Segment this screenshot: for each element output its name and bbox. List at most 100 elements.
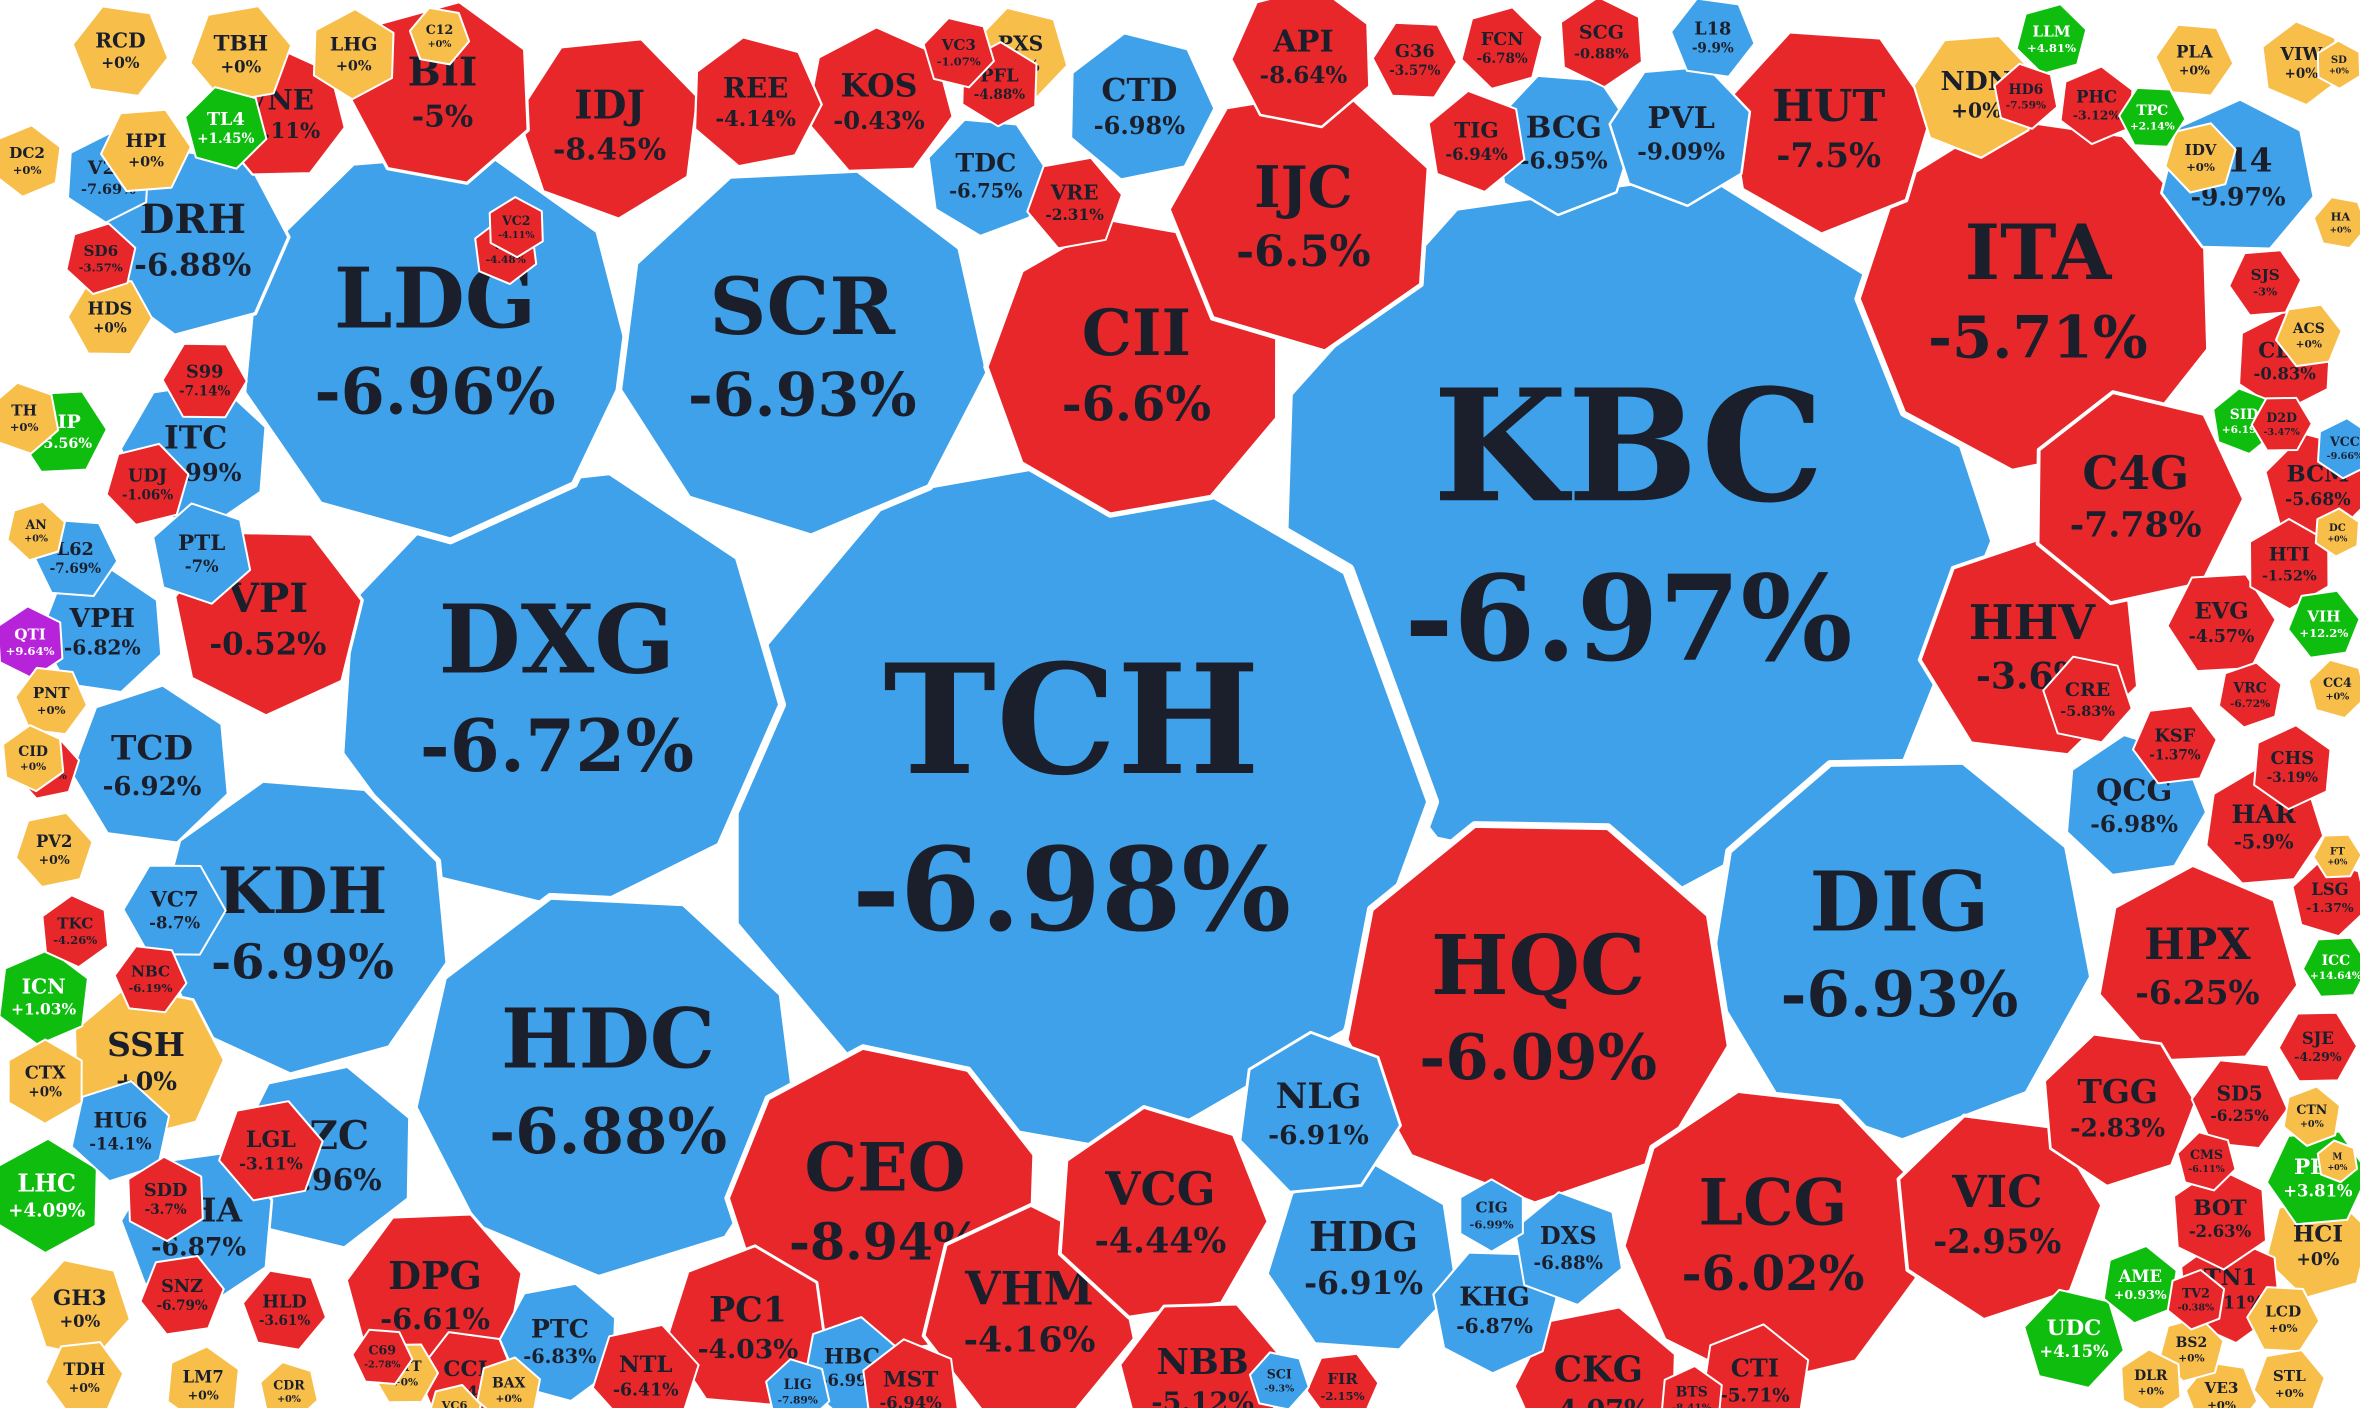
cell-ijc[interactable]: IJC-6.5%: [1165, 86, 1432, 355]
cell-kbc[interactable]: KBC-6.97%: [1271, 162, 2004, 901]
cell-ctx[interactable]: CTX+0%: [7, 1038, 83, 1125]
cell-m[interactable]: M+0%: [2316, 1139, 2359, 1184]
cell-cdr[interactable]: CDR +0%: [259, 1361, 319, 1408]
cell-c12[interactable]: C12+0%: [408, 6, 471, 66]
cell-hqc[interactable]: HQC-6.09%: [1341, 821, 1734, 1209]
cell-tkc[interactable]: TKC-4.26%: [41, 894, 110, 969]
cell-bts[interactable]: BTS-8.41%: [1661, 1365, 1723, 1408]
cell-cms[interactable]: CMS -6.11%: [2176, 1131, 2237, 1192]
cell-th[interactable]: TH+0%: [0, 381, 60, 455]
cell-nbc[interactable]: NBC-6.19%: [113, 945, 188, 1014]
cell-cti[interactable]: CTI -5.71%: [1700, 1323, 1810, 1408]
cell-dxs[interactable]: DXS -6.88%: [1513, 1191, 1623, 1306]
cell-vc7[interactable]: VC7 -8.7%: [122, 864, 227, 956]
cell-tpc[interactable]: TPC+2.14%: [2118, 86, 2187, 148]
cell-idj[interactable]: IDJ -8.45%: [515, 37, 700, 221]
cell-sd[interactable]: SD+0%: [2316, 39, 2360, 90]
cell-lig[interactable]: LIG -7.89%: [765, 1358, 831, 1408]
cell-nbb[interactable]: NBB -5.12%: [1118, 1302, 1286, 1408]
cell-udc[interactable]: UDC+4.15%: [2023, 1288, 2125, 1389]
cell-viw[interactable]: VIW+0%: [2261, 20, 2342, 106]
cell-sd5[interactable]: SD5-6.25%: [2190, 1059, 2289, 1150]
cell-snz[interactable]: SNZ-6.79%: [139, 1255, 225, 1336]
cell-ldg[interactable]: LDG-6.96%: [239, 148, 637, 545]
cell-bcg[interactable]: BCG -6.95%: [1493, 74, 1637, 217]
cell-vc6[interactable]: VC6+0%: [428, 1384, 482, 1408]
cell-vre[interactable]: VRE-2.31%: [1026, 156, 1123, 250]
cell-g36[interactable]: G36-3.57%: [1371, 21, 1458, 99]
cell-pnt[interactable]: PNT+0%: [14, 666, 88, 736]
cell-l18[interactable]: L18-9.9%: [1670, 0, 1756, 78]
cell-sjs[interactable]: SJS-3%: [2228, 249, 2303, 317]
cell-c4g[interactable]: C4G-7.78%: [2035, 390, 2246, 606]
cell-phc[interactable]: PHC-3.12%: [2059, 65, 2134, 146]
cell-sje[interactable]: SJE-4.29%: [2277, 1011, 2358, 1083]
cell-pvl[interactable]: PVL -9.09%: [1608, 65, 1752, 208]
cell-vph[interactable]: VPH-6.82%: [38, 568, 163, 694]
cell-kdh[interactable]: KDH -6.99%: [150, 777, 451, 1078]
cell-lcg[interactable]: LCG -6.02%: [1620, 1087, 1920, 1389]
cell-tbh[interactable]: TBH+0%: [189, 5, 293, 104]
cell-rcd[interactable]: RCD+0%: [71, 5, 169, 97]
cell-ha[interactable]: HA +0%: [2312, 196, 2360, 250]
cell-tv2[interactable]: TV2-0.38%: [2166, 1269, 2226, 1331]
cell-api[interactable]: API-8.64%: [1229, 0, 1371, 129]
cell-sd6[interactable]: SD6-3.57%: [65, 222, 137, 295]
cell-pv2[interactable]: PV2+0%: [14, 811, 94, 888]
cell-nlg[interactable]: NLG-6.91%: [1238, 1030, 1402, 1194]
cell-ptl[interactable]: PTL-7%: [152, 502, 252, 605]
cell-tdh[interactable]: TDH+0%: [44, 1341, 125, 1408]
cell-hld[interactable]: HLD-3.61%: [241, 1269, 327, 1351]
cell-d2d[interactable]: D2D -3.47%: [2250, 396, 2313, 452]
cell-an[interactable]: AN +0%: [6, 500, 66, 562]
cell-dig[interactable]: DIG-6.93%: [1704, 758, 2096, 1146]
cell-vc3[interactable]: VC3-1.07%: [922, 17, 995, 89]
cell-hdc[interactable]: HDC-6.88%: [410, 892, 803, 1282]
cell-cig[interactable]: CIG-6.99%: [1459, 1178, 1524, 1253]
cell-vih[interactable]: VIH+12.2%: [2287, 589, 2360, 659]
cell-ckg[interactable]: CKG -4.07%: [1512, 1305, 1677, 1408]
cell-ree[interactable]: REE-4.14%: [693, 36, 823, 168]
cell-dxg[interactable]: DXG-6.72%: [336, 467, 787, 919]
cell-lm7[interactable]: LM7+0%: [166, 1345, 240, 1408]
cell-ksf[interactable]: KSF-1.37%: [2132, 704, 2218, 785]
cell-cid[interactable]: CID+0%: [2, 724, 65, 793]
cell-cre[interactable]: CRE -5.83%: [2042, 655, 2133, 744]
cell-hd6[interactable]: HD6-7.59%: [1993, 62, 2059, 130]
cell-hpi[interactable]: HPI +0%: [100, 108, 192, 193]
cell-ntl[interactable]: NTL -6.41%: [591, 1323, 700, 1408]
cell-icc[interactable]: ICC+14.64%: [2301, 936, 2360, 998]
cell-tdc[interactable]: TDC-6.75%: [927, 118, 1047, 237]
cell-lhc[interactable]: LHC+4.09%: [0, 1137, 98, 1254]
cell-stl[interactable]: STL+0%: [2252, 1349, 2326, 1408]
cell-fcn[interactable]: FCN-6.78%: [1460, 6, 1544, 90]
cell-scg[interactable]: SCG-0.88%: [1559, 0, 1643, 89]
cell-vc2[interactable]: VC2 -4.11%: [488, 196, 544, 259]
cell-lsg[interactable]: LSG-1.37%: [2291, 859, 2360, 938]
cell-acs[interactable]: ACS +0%: [2275, 303, 2343, 368]
cell-lhg[interactable]: LHG+0%: [312, 8, 395, 101]
cell-drh[interactable]: DRH -6.88%: [102, 145, 291, 337]
cell-lgl[interactable]: LGL-3.11%: [218, 1100, 324, 1202]
cell-sci[interactable]: SCI -9.3%: [1248, 1351, 1310, 1408]
cell-chs[interactable]: CHS-3.19%: [2253, 724, 2332, 811]
cell-llm[interactable]: LLM+4.81%: [2015, 3, 2088, 75]
cell-scr[interactable]: SCR-6.93%: [615, 166, 993, 541]
cell-vcc[interactable]: VCC -9.66%: [2317, 417, 2360, 480]
cell-dc2[interactable]: DC2+0%: [0, 124, 62, 198]
cell-evg[interactable]: EVG-4.57%: [2166, 573, 2277, 673]
cell-ctd[interactable]: CTD-6.98%: [1069, 31, 1216, 181]
cell-gh3[interactable]: GH3+0%: [28, 1259, 131, 1359]
cell-tl4[interactable]: TL4+1.45%: [184, 86, 268, 170]
cell-idv[interactable]: IDV+0%: [2164, 122, 2237, 194]
cell-vrc[interactable]: VRC-6.72%: [2217, 661, 2283, 729]
cell-bot[interactable]: BOT-2.63%: [2173, 1166, 2267, 1271]
cell-ft[interactable]: FT+0%: [2312, 833, 2360, 879]
cell-s99[interactable]: S99-7.14%: [161, 342, 248, 419]
cell-ame[interactable]: AME+0.93%: [2102, 1245, 2178, 1325]
cell-hdg[interactable]: HDG -6.91%: [1265, 1159, 1459, 1352]
cell-bax[interactable]: BAX+0%: [476, 1356, 541, 1408]
cell-pla[interactable]: PLA+0%: [2154, 23, 2235, 97]
cell-ctn[interactable]: CTN +0%: [2282, 1085, 2341, 1147]
cell-dc[interactable]: DC+0%: [2314, 507, 2360, 558]
